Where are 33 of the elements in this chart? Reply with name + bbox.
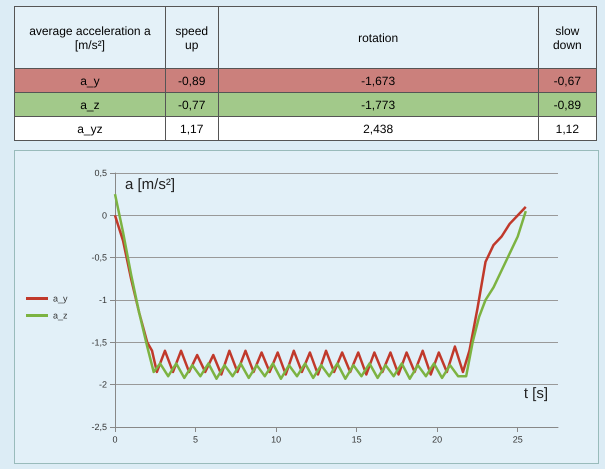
text: -0,89 [554, 98, 581, 112]
y-tick-label: -2,5 [91, 422, 107, 432]
x-tick-label: 5 [193, 434, 198, 444]
x-tick-label: 10 [271, 434, 282, 444]
text: speed up [175, 24, 208, 52]
x-tick-label: 20 [432, 434, 442, 444]
y-tick-label: 0 [102, 210, 107, 220]
x-tick-label: 0 [112, 434, 118, 444]
y-tick-label: -1,5 [91, 337, 107, 348]
text: rotation [358, 30, 398, 44]
text: -0,67 [554, 74, 581, 88]
y-axis-title: a [m/s²] [125, 176, 176, 193]
text: -1,773 [361, 98, 396, 112]
legend-label: a_y [53, 294, 68, 304]
text: a_yz [77, 122, 103, 136]
y-tick-label: -2 [98, 380, 107, 390]
legend-label: a_z [53, 310, 68, 320]
x-axis-title: t [s] [524, 385, 548, 402]
text: 1,17 [180, 122, 204, 136]
text: a_z [80, 98, 100, 112]
text: -0,89 [178, 74, 206, 88]
x-tick-label: 15 [352, 434, 362, 444]
y-tick-label: 0,5 [94, 168, 107, 178]
text: -0,77 [178, 98, 206, 112]
y-tick-label: -0,5 [91, 252, 107, 263]
text: 2,438 [363, 122, 394, 136]
x-tick-label: 25 [512, 434, 523, 444]
text: slow down [552, 24, 582, 52]
text: average acceleration a [m/s²] [29, 24, 151, 52]
text: a_y [80, 74, 100, 88]
y-tick-label: -1 [98, 295, 107, 305]
text: 1,12 [556, 122, 579, 136]
text: -1,673 [361, 74, 396, 88]
